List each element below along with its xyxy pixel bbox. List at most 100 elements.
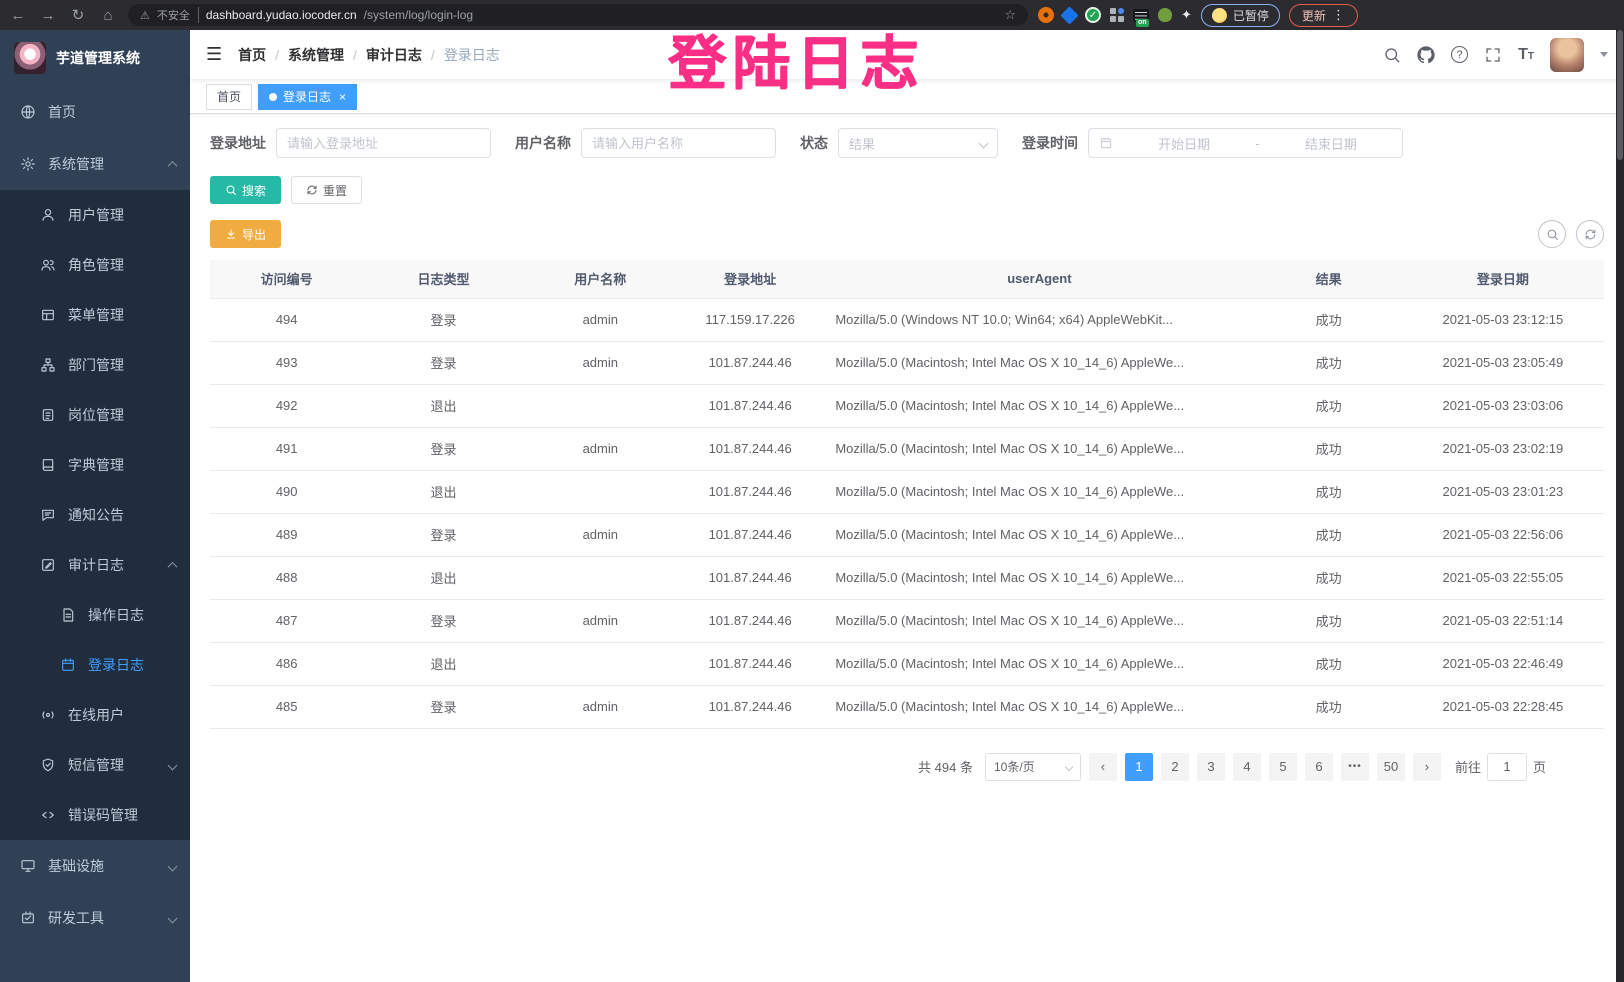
page-button-3[interactable]: 3 <box>1196 752 1225 781</box>
extension-list-icon[interactable]: on <box>1133 8 1149 27</box>
home-icon[interactable]: ⌂ <box>103 6 113 24</box>
cell-date: 2021-05-03 22:28:45 <box>1401 685 1604 729</box>
sidebar-item-dict[interactable]: 字典管理 <box>0 440 190 490</box>
back-icon[interactable]: ← <box>10 6 26 24</box>
sidebar-item-home[interactable]: 首页 <box>0 86 190 138</box>
export-button[interactable]: 导出 <box>210 220 282 248</box>
chevron-down-icon <box>167 760 178 770</box>
cell-date: 2021-05-03 23:05:49 <box>1401 341 1604 385</box>
cell-type: 登录 <box>363 685 524 729</box>
search-label: 搜索 <box>242 183 267 198</box>
chrome-menu-icon[interactable]: ⋮ <box>1331 7 1345 22</box>
gear-icon <box>21 157 35 171</box>
help-icon[interactable]: ? <box>1451 46 1469 63</box>
security-label[interactable]: 不安全 <box>157 7 199 23</box>
user-avatar[interactable] <box>1550 37 1584 72</box>
table-row[interactable]: 491 登录 admin 101.87.244.46 Mozilla/5.0 (Maci… <box>210 427 1604 471</box>
extension-green-icon[interactable]: ✓ <box>1085 7 1101 23</box>
search-button[interactable]: 搜索 <box>210 176 282 204</box>
table-row[interactable]: 489 登录 admin 101.87.244.46 Mozilla/5.0 (Maci… <box>210 513 1604 557</box>
page-button-last[interactable]: 50 <box>1376 752 1405 781</box>
login-time-range-picker[interactable]: 开始日期 - 结束日期 <box>1088 128 1403 158</box>
sidebar-item-operation-log[interactable]: 操作日志 <box>0 590 190 640</box>
scrollbar[interactable] <box>1616 30 1624 982</box>
chrome-update-button[interactable]: 更新 ⋮ <box>1288 3 1358 27</box>
profile-paused-pill[interactable]: 已暂停 <box>1200 3 1280 27</box>
page-button-4[interactable]: 4 <box>1232 752 1261 781</box>
sidebar-item-login-log[interactable]: 登录日志 <box>0 640 190 690</box>
sidebar-item-users[interactable]: 用户管理 <box>0 190 190 240</box>
search-icon[interactable] <box>1383 46 1401 64</box>
refresh-table-button[interactable] <box>1576 220 1604 248</box>
filter-time-label: 登录时间 <box>1022 135 1078 151</box>
reset-button[interactable]: 重置 <box>291 176 363 204</box>
sidebar-item-notice[interactable]: 通知公告 <box>0 490 190 540</box>
breadcrumb-audit[interactable]: 审计日志 <box>365 46 422 63</box>
tab-home[interactable]: 首页 <box>206 83 253 110</box>
table-row[interactable]: 493 登录 admin 101.87.244.46 Mozilla/5.0 (Maci… <box>210 341 1604 385</box>
bookmark-star-icon[interactable]: ☆ <box>1004 7 1016 22</box>
export-label: 导出 <box>242 227 267 242</box>
goto-page-input[interactable] <box>1486 752 1527 781</box>
extensions-puzzle-icon[interactable]: ✦ <box>1181 7 1192 22</box>
table-row[interactable]: 488 退出 101.87.244.46 Mozilla/5.0 (Macintosh… <box>210 556 1604 600</box>
cell-useragent: Mozilla/5.0 (Macintosh; Intel Mac OS X 1… <box>823 384 1256 428</box>
prev-page-button[interactable]: ‹ <box>1088 752 1117 781</box>
extension-grid-icon[interactable] <box>1110 8 1124 22</box>
toggle-search-button[interactable] <box>1538 220 1566 248</box>
reload-icon[interactable]: ↻ <box>71 7 85 24</box>
table-row[interactable]: 487 登录 admin 101.87.244.46 Mozilla/5.0 (Maci… <box>210 599 1604 643</box>
status-select[interactable]: 结果 <box>838 128 998 158</box>
table-row[interactable]: 485 登录 admin 101.87.244.46 Mozilla/5.0 (Maci… <box>210 685 1604 729</box>
table-row[interactable]: 490 退出 101.87.244.46 Mozilla/5.0 (Macintosh… <box>210 470 1604 514</box>
sidebar-item-infrastructure[interactable]: 基础设施 <box>0 840 190 892</box>
reset-label: 重置 <box>323 183 348 198</box>
extension-gem-icon[interactable] <box>1060 5 1079 25</box>
sidebar-item-posts[interactable]: 岗位管理 <box>0 390 190 440</box>
cell-ip: 101.87.244.46 <box>676 685 824 729</box>
app-logo-row[interactable]: 芋道管理系统 <box>0 30 190 86</box>
table-row[interactable]: 494 登录 admin 117.159.17.226 Mozilla/5.0 (Win… <box>210 298 1604 342</box>
scrollbar-thumb[interactable] <box>1617 30 1623 160</box>
cell-type: 退出 <box>363 384 524 428</box>
breadcrumb-home[interactable]: 首页 <box>238 46 267 63</box>
sidebar-item-roles[interactable]: 角色管理 <box>0 240 190 290</box>
sidebar-item-error-codes[interactable]: 错误码管理 <box>0 790 190 840</box>
page-button-5[interactable]: 5 <box>1268 752 1297 781</box>
next-page-button[interactable]: › <box>1412 752 1441 781</box>
sidebar-item-online-users[interactable]: 在线用户 <box>0 690 190 740</box>
close-icon[interactable]: × <box>339 89 347 104</box>
table-row[interactable]: 492 退出 101.87.244.46 Mozilla/5.0 (Macintosh… <box>210 384 1604 428</box>
sidebar-item-system[interactable]: 系统管理 <box>0 138 190 190</box>
table-row[interactable]: 486 退出 101.87.244.46 Mozilla/5.0 (Macintosh… <box>210 642 1604 686</box>
cell-result: 成功 <box>1255 556 1402 600</box>
online-icon <box>42 711 54 719</box>
fullscreen-icon[interactable] <box>1484 46 1502 64</box>
extension-plant-icon[interactable] <box>1158 8 1172 22</box>
login-address-input[interactable] <box>276 128 491 158</box>
chevron-down-icon <box>978 138 989 148</box>
hamburger-icon[interactable]: ☰ <box>206 44 223 64</box>
font-size-icon[interactable]: TT <box>1518 45 1534 63</box>
sidebar-item-sms[interactable]: 短信管理 <box>0 740 190 790</box>
github-icon[interactable] <box>1417 45 1435 64</box>
tab-login-log[interactable]: 登录日志 × <box>258 83 358 110</box>
page-button-1[interactable]: 1 <box>1124 752 1153 781</box>
page-button-2[interactable]: 2 <box>1160 752 1189 781</box>
page-size-select[interactable]: 10条/页 <box>984 752 1081 781</box>
avatar-caret-icon[interactable] <box>1600 52 1608 57</box>
url-bar[interactable]: ⚠ 不安全 dashboard.yudao.iocoder.cn/system/… <box>128 4 1028 26</box>
extension-orange-icon[interactable] <box>1038 7 1054 23</box>
sidebar-item-label: 部门管理 <box>68 357 124 373</box>
sidebar-item-departments[interactable]: 部门管理 <box>0 340 190 390</box>
username-input[interactable] <box>581 128 776 158</box>
more-pages-button[interactable]: ••• <box>1340 752 1369 781</box>
sidebar-item-audit-log[interactable]: 审计日志 <box>0 540 190 590</box>
breadcrumb-system[interactable]: 系统管理 <box>288 46 345 63</box>
monitor-icon <box>21 860 35 872</box>
col-header: 结果 <box>1255 260 1402 299</box>
forward-icon[interactable]: → <box>40 6 56 24</box>
sidebar-item-dev-tools[interactable]: 研发工具 <box>0 892 190 944</box>
page-button-6[interactable]: 6 <box>1304 752 1333 781</box>
sidebar-item-menus[interactable]: 菜单管理 <box>0 290 190 340</box>
